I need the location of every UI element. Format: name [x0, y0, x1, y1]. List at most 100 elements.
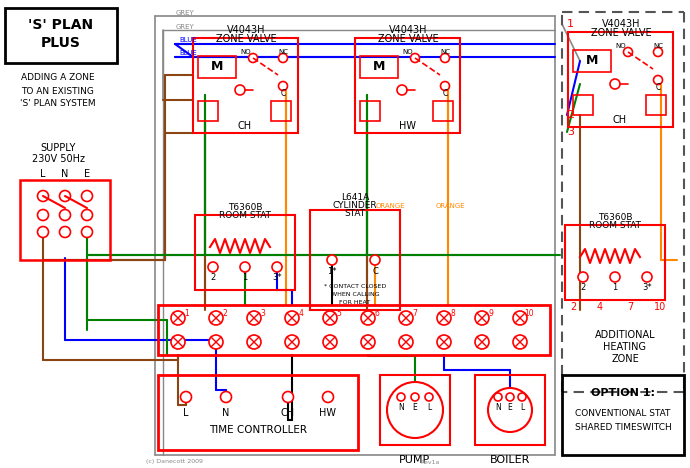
Circle shape: [610, 79, 620, 89]
Bar: [198, 56, 236, 78]
Circle shape: [399, 311, 413, 325]
Circle shape: [653, 47, 662, 57]
Circle shape: [285, 335, 299, 349]
Text: ZONE: ZONE: [611, 354, 639, 364]
Text: 1: 1: [567, 19, 574, 29]
Circle shape: [59, 190, 70, 202]
Circle shape: [475, 335, 489, 349]
Circle shape: [37, 210, 48, 220]
Circle shape: [323, 335, 337, 349]
Circle shape: [610, 272, 620, 282]
Circle shape: [513, 311, 527, 325]
Text: Rev1a: Rev1a: [420, 460, 440, 465]
Text: SUPPLY: SUPPLY: [40, 143, 76, 153]
Text: (c) Danecott 2009: (c) Danecott 2009: [146, 460, 204, 465]
Text: C: C: [442, 88, 448, 97]
Text: 2: 2: [570, 302, 576, 312]
Text: L641A: L641A: [341, 193, 369, 203]
Text: WHEN CALLING: WHEN CALLING: [331, 292, 380, 297]
Text: V4043H: V4043H: [227, 25, 265, 35]
Text: 'S' PLAN SYSTEM: 'S' PLAN SYSTEM: [20, 100, 96, 109]
Circle shape: [437, 335, 451, 349]
Circle shape: [171, 311, 185, 325]
Text: 4: 4: [299, 309, 304, 319]
Bar: [433, 101, 453, 121]
Text: T6360B: T6360B: [598, 212, 632, 221]
Text: 10: 10: [654, 302, 666, 312]
Circle shape: [653, 75, 662, 85]
Circle shape: [81, 227, 92, 237]
Text: L: L: [520, 403, 524, 412]
Bar: [646, 95, 666, 115]
Text: 6: 6: [375, 309, 380, 319]
Circle shape: [370, 255, 380, 265]
Circle shape: [494, 393, 502, 401]
Text: 4: 4: [597, 302, 603, 312]
Text: ROOM STAT: ROOM STAT: [219, 212, 271, 220]
Text: 3*: 3*: [272, 272, 282, 281]
Circle shape: [240, 262, 250, 272]
Circle shape: [282, 392, 293, 402]
Text: M: M: [211, 60, 223, 73]
Bar: [562, 375, 684, 455]
Bar: [271, 101, 291, 121]
Circle shape: [411, 393, 419, 401]
Text: C: C: [280, 88, 286, 97]
Bar: [193, 38, 298, 133]
Text: T6360B: T6360B: [228, 203, 262, 212]
Text: L: L: [40, 169, 46, 179]
Text: N: N: [398, 403, 404, 412]
Text: HEATING: HEATING: [604, 342, 647, 352]
Circle shape: [81, 210, 92, 220]
Circle shape: [285, 311, 299, 325]
Circle shape: [513, 335, 527, 349]
Circle shape: [387, 382, 443, 438]
Text: 7: 7: [627, 302, 633, 312]
Text: 3: 3: [567, 127, 574, 137]
Bar: [380, 375, 450, 445]
Text: ADDING A ZONE: ADDING A ZONE: [21, 73, 95, 82]
Text: BLUE: BLUE: [179, 50, 197, 56]
Text: 7: 7: [413, 309, 417, 319]
Text: 1: 1: [613, 283, 618, 292]
Text: E: E: [413, 403, 417, 412]
Circle shape: [397, 393, 405, 401]
Bar: [198, 101, 218, 121]
Circle shape: [208, 262, 218, 272]
Circle shape: [397, 85, 407, 95]
Text: NC: NC: [653, 43, 663, 49]
Bar: [360, 101, 380, 121]
Text: 5: 5: [337, 309, 342, 319]
Circle shape: [37, 227, 48, 237]
Text: CH: CH: [613, 115, 627, 125]
Text: 230V 50Hz: 230V 50Hz: [32, 154, 84, 164]
Text: CH: CH: [238, 121, 252, 131]
Circle shape: [59, 227, 70, 237]
Text: NO: NO: [241, 49, 251, 55]
Circle shape: [361, 311, 375, 325]
Text: V4043H: V4043H: [388, 25, 427, 35]
Circle shape: [221, 392, 232, 402]
Text: BLUE: BLUE: [179, 37, 197, 43]
Text: E: E: [84, 169, 90, 179]
Bar: [158, 375, 358, 450]
Circle shape: [247, 335, 261, 349]
Text: PLUS: PLUS: [41, 36, 81, 50]
Text: ADDITIONAL: ADDITIONAL: [595, 330, 656, 340]
Bar: [573, 95, 593, 115]
Text: 3: 3: [261, 309, 266, 319]
Circle shape: [279, 53, 288, 63]
Text: HW: HW: [399, 121, 415, 131]
Circle shape: [399, 335, 413, 349]
Text: ZONE VALVE: ZONE VALVE: [216, 34, 276, 44]
Text: ORANGE: ORANGE: [375, 203, 405, 209]
Text: C: C: [372, 268, 378, 277]
Circle shape: [59, 210, 70, 220]
Text: * CONTACT CLOSED: * CONTACT CLOSED: [324, 284, 386, 288]
Text: OPTION 1:: OPTION 1:: [591, 388, 655, 398]
Circle shape: [323, 311, 337, 325]
Text: V4043H: V4043H: [602, 19, 640, 29]
Text: 2: 2: [210, 272, 215, 281]
Text: M: M: [373, 60, 385, 73]
Circle shape: [361, 335, 375, 349]
